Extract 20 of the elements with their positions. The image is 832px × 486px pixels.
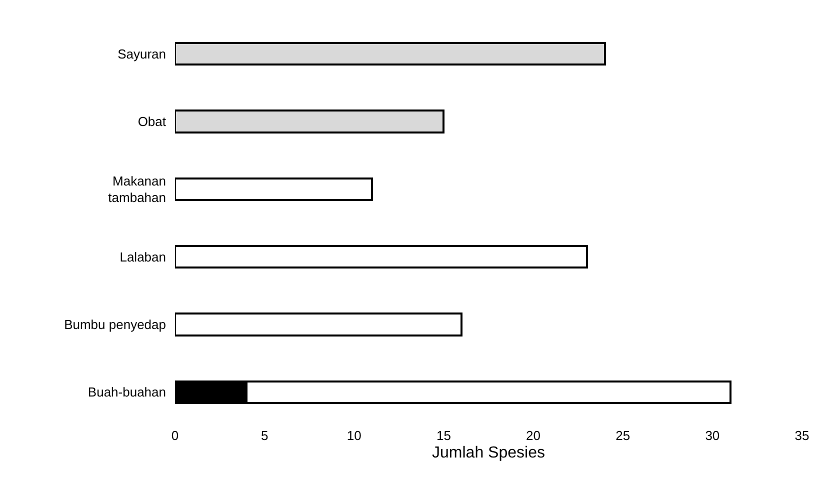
bar bbox=[175, 42, 606, 66]
y-tick-label: Buah-buahan bbox=[88, 384, 166, 400]
x-tick-label: 10 bbox=[346, 428, 362, 443]
x-tick-label: 0 bbox=[171, 428, 179, 443]
y-tick-label: Bumbu penyedap bbox=[64, 317, 166, 332]
x-tick-label: 20 bbox=[526, 428, 541, 443]
x-tick-label: 5 bbox=[260, 428, 268, 443]
bar bbox=[175, 245, 588, 269]
y-tick-label: Obat bbox=[138, 114, 166, 130]
bar bbox=[175, 312, 463, 336]
x-tick-label: 25 bbox=[616, 428, 630, 443]
x-axis-title: Jumlah Spesies bbox=[432, 444, 545, 462]
x-tick-label: 15 bbox=[436, 428, 451, 443]
bar bbox=[175, 177, 374, 201]
y-tick-label: Makanan tambahan bbox=[108, 173, 166, 206]
y-tick-label: Sayuran bbox=[118, 46, 166, 62]
x-tick-label: 35 bbox=[794, 428, 810, 443]
y-tick-label: Lalaban bbox=[120, 249, 166, 264]
x-tick-label: 30 bbox=[705, 428, 720, 443]
bar bbox=[175, 110, 445, 134]
